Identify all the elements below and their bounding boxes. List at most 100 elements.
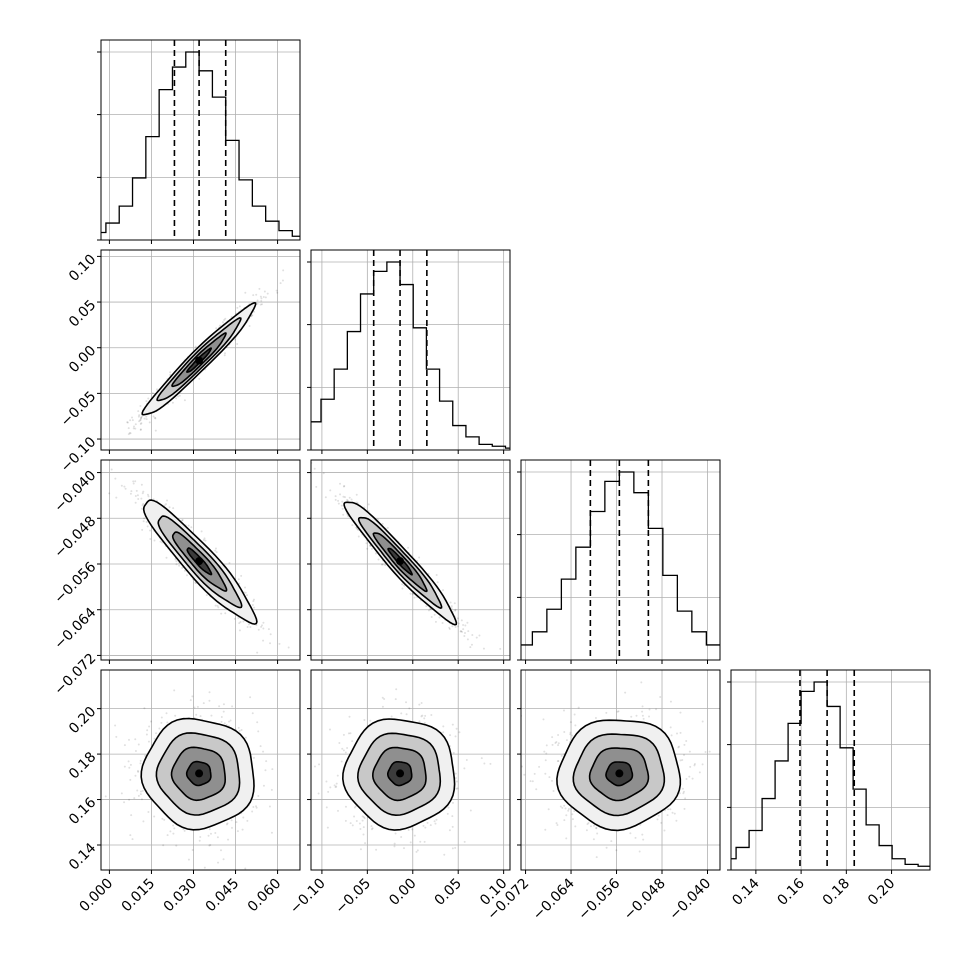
point: [642, 715, 644, 717]
point: [239, 629, 241, 631]
point: [153, 415, 155, 417]
point: [393, 845, 395, 847]
point: [452, 826, 454, 828]
point: [270, 633, 272, 635]
point: [215, 327, 217, 329]
point: [162, 844, 164, 846]
point: [262, 751, 264, 753]
point: [466, 622, 468, 624]
point: [130, 814, 132, 816]
point: [195, 346, 197, 348]
point: [341, 501, 343, 503]
point: [246, 820, 248, 822]
point: [148, 741, 150, 743]
point: [135, 423, 137, 425]
point: [363, 826, 365, 828]
point: [206, 594, 208, 596]
point: [239, 730, 241, 732]
point: [160, 722, 162, 724]
point: [252, 806, 254, 808]
point: [252, 604, 254, 606]
point: [372, 827, 374, 829]
point: [169, 506, 171, 508]
point: [158, 728, 160, 730]
point: [454, 847, 456, 849]
point: [323, 472, 325, 474]
point: [434, 614, 436, 616]
point: [605, 712, 607, 714]
point: [147, 397, 149, 399]
point: [224, 722, 226, 724]
point: [467, 638, 469, 640]
point: [483, 648, 485, 650]
point: [238, 727, 240, 729]
point: [422, 825, 424, 827]
ytick-label-3-3: 0.20: [66, 704, 99, 737]
xtick-label-0-1: 0.015: [119, 876, 159, 916]
point: [127, 422, 129, 424]
panel-2-0: −0.072−0.064−0.056−0.048−0.040: [51, 460, 300, 698]
xtick-label-1-2: 0.00: [386, 876, 419, 909]
point: [137, 771, 139, 773]
point: [140, 429, 142, 431]
point: [224, 354, 226, 356]
point: [336, 783, 338, 785]
point: [586, 829, 588, 831]
point: [342, 514, 344, 516]
point: [341, 748, 343, 750]
point: [371, 548, 373, 550]
point: [606, 847, 608, 849]
point: [466, 759, 468, 761]
point: [199, 840, 201, 842]
point: [378, 558, 380, 560]
point: [538, 766, 540, 768]
xtick-label-0-0: 0.000: [77, 876, 117, 916]
point: [195, 714, 197, 716]
point: [132, 480, 134, 482]
point: [464, 624, 466, 626]
point: [593, 838, 595, 840]
point: [242, 829, 244, 831]
point: [141, 508, 143, 510]
point: [470, 809, 472, 811]
point: [368, 503, 370, 505]
point: [640, 681, 642, 683]
point: [174, 715, 176, 717]
point: [201, 530, 203, 532]
point: [343, 734, 345, 736]
point: [238, 578, 240, 580]
point: [395, 688, 397, 690]
point: [152, 392, 154, 394]
point: [410, 593, 412, 595]
point: [369, 720, 371, 722]
xtick-label-1-1: −0.05: [333, 876, 375, 918]
point: [615, 849, 617, 851]
point: [252, 712, 254, 714]
point: [140, 423, 142, 425]
point: [454, 602, 456, 604]
point: [456, 780, 458, 782]
point: [143, 517, 145, 519]
point: [387, 527, 389, 529]
point: [391, 715, 393, 717]
point: [141, 529, 143, 531]
point: [143, 520, 145, 522]
point: [366, 548, 368, 550]
point: [643, 718, 645, 720]
point: [235, 821, 237, 823]
panel-frame-1-1: [311, 250, 510, 450]
point: [449, 628, 451, 630]
point: [128, 799, 130, 801]
point: [649, 708, 651, 710]
point: [478, 634, 480, 636]
point: [658, 815, 660, 817]
point: [218, 705, 220, 707]
point: [214, 550, 216, 552]
point: [499, 648, 501, 650]
point: [430, 714, 432, 716]
point: [570, 721, 572, 723]
point: [256, 721, 258, 723]
point: [348, 732, 350, 734]
point: [469, 646, 471, 648]
